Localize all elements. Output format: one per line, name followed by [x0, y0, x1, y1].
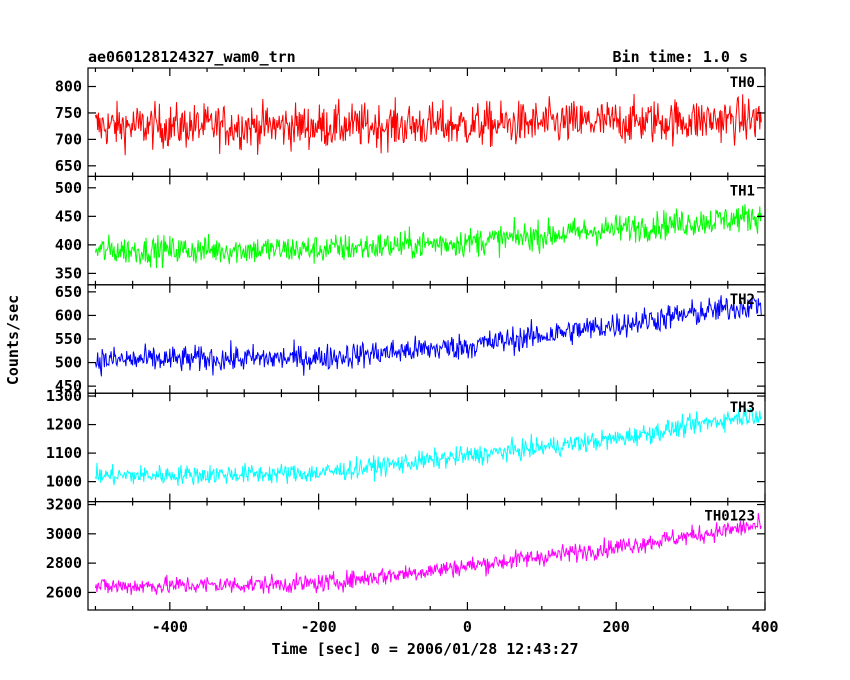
- y-tick-label-th0: 650: [55, 157, 82, 175]
- x-axis-label: Time [sec] 0 = 2006/01/28 12:43:27: [271, 640, 578, 658]
- panel-th0: 650 700 750 800 TH0: [55, 67, 766, 178]
- y-tick-label-th1: 500: [55, 179, 82, 197]
- y-tick-label-th2: 450: [55, 377, 82, 395]
- y-tick-label-th3: 1200: [46, 416, 82, 434]
- y-axis-label: Counts/sec: [4, 295, 22, 385]
- y-tick-label-th0123: 2600: [46, 583, 82, 601]
- x-tick-label: 400: [751, 618, 778, 636]
- y-tick-label-th3: 1100: [46, 444, 82, 462]
- y-tick-label-th1: 450: [55, 207, 82, 225]
- panel-th3: 1000 1100 1200 1300 TH3: [46, 387, 766, 503]
- series-line-th0123: [94, 512, 762, 596]
- y-tick-label-th0123: 2800: [46, 554, 82, 572]
- y-tick-label-th0: 800: [55, 78, 82, 96]
- panel-th2: 450 500 550 600 650 TH2: [55, 283, 766, 395]
- panel-th1: 350 400 450 500 TH1: [55, 175, 766, 286]
- series-line-th0: [94, 93, 762, 156]
- x-tick-label: -400: [152, 618, 188, 636]
- panel-th0123: 2600 2800 3000 3200 TH0123: [46, 496, 766, 611]
- y-tick-label-th2: 500: [55, 354, 82, 372]
- panel-label-th0: TH0: [730, 75, 755, 91]
- panel-frame-th0123: [87, 501, 766, 611]
- y-tick-label-th2: 600: [55, 306, 82, 324]
- y-tick-label-th3: 1300: [46, 387, 82, 405]
- panel-label-th0123: TH0123: [704, 509, 755, 525]
- y-tick-label-th0: 750: [55, 104, 82, 122]
- y-tick-label-th2: 650: [55, 283, 82, 301]
- panels-group: 650 700 750 800 TH0 350 400 450 500 TH1 450 500 550 6…: [46, 67, 779, 636]
- y-tick-label-th1: 350: [55, 264, 82, 282]
- chart-title: ae060128124327_wam0_trn: [88, 48, 296, 66]
- panel-frame-th2: [87, 284, 766, 394]
- y-tick-label-th0123: 3200: [46, 496, 82, 514]
- panel-frame-th3: [87, 392, 766, 503]
- y-tick-label-th3: 1000: [46, 473, 82, 491]
- x-tick-label: 0: [463, 618, 472, 636]
- panel-label-th2: TH2: [730, 292, 755, 308]
- series-line-th1: [94, 204, 762, 269]
- series-line-th3: [94, 407, 762, 486]
- panel-label-th3: TH3: [730, 400, 755, 416]
- y-tick-label-th0: 700: [55, 130, 82, 148]
- bin-time-label: Bin time: 1.0 s: [613, 48, 748, 66]
- y-tick-label-th0123: 3000: [46, 525, 82, 543]
- series-line-th2: [94, 295, 762, 377]
- x-tick-label: -200: [301, 618, 337, 636]
- y-tick-label-th2: 550: [55, 330, 82, 348]
- panel-frame-th1: [87, 175, 766, 286]
- panel-label-th1: TH1: [730, 183, 755, 199]
- x-tick-label: 200: [603, 618, 630, 636]
- y-tick-label-th1: 400: [55, 236, 82, 254]
